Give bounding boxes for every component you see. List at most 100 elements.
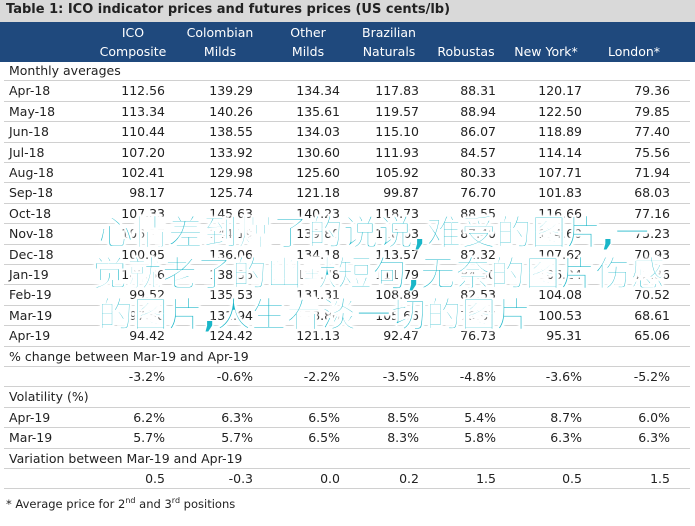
cell-value: 82.53 [460,287,496,303]
column-header: Naturals [362,44,416,59]
section-title: % change between Mar-19 and Apr-19 [9,348,249,364]
cell-value: 79.36 [634,83,670,99]
cell-value: 144.19 [209,226,253,242]
cell-value: 77.16 [634,205,670,221]
cell-value: 88.94 [460,103,496,119]
cell-value: 102.41 [121,165,165,180]
cell-value: 139.29 [209,83,253,99]
cell-value: 121.13 [296,328,340,344]
cell-value: -5.2% [633,369,670,384]
cell-value: 105.92 [375,165,419,180]
separator [4,80,690,82]
cell-value: 79.67 [460,307,496,323]
cell-value: 111.93 [375,144,419,160]
cell-value: 125.60 [296,165,340,180]
section-title: Monthly averages [9,63,121,78]
cell-value: 130.60 [296,144,340,160]
separator [4,366,690,367]
cell-value: 110.44 [121,124,165,140]
cell-value: 99.87 [383,185,419,201]
separator [4,141,690,143]
cell-value: 5.8% [464,430,496,446]
cell-value: 76.73 [460,328,496,344]
cell-value: 1.5 [650,471,670,486]
footnote-part: * Average price for [6,497,119,512]
cell-value: 120.17 [538,83,582,99]
cell-value: 68.61 [634,307,670,323]
cell-value: 6.3% [638,430,670,446]
cell-value: 140.26 [209,103,253,119]
cell-value: 138.36 [209,267,253,282]
separator [4,182,690,184]
cell-value: 6.2% [133,409,165,425]
cell-value: 113.57 [375,246,419,262]
footnote-part: positions [180,497,236,512]
row-label: Apr-18 [9,83,51,99]
cell-value: 70.93 [634,246,670,262]
cell-value: 129.98 [209,165,253,180]
footnote-part: 3 [164,497,172,512]
cell-value: 1.5 [476,471,496,486]
cell-value: 87.40 [460,226,496,242]
cell-value: 0.2 [399,471,419,486]
cell-value: 80.33 [460,165,496,180]
cell-value: 75.56 [634,144,670,160]
cell-value: 125.74 [209,185,253,201]
column-header: Other [290,25,326,40]
column-header: Milds [291,44,325,59]
row-label: Mar-19 [9,307,53,323]
cell-value: 95.31 [546,328,582,344]
separator [4,427,690,429]
cell-value: 113.34 [121,103,165,119]
cell-value: 84.57 [460,144,496,160]
row-label: May-18 [9,103,56,119]
cell-value: -3.5% [382,369,419,384]
cell-value: 97.50 [129,307,165,323]
cell-value: 101.66 [121,267,165,282]
footnote-part: nd [125,496,136,506]
cell-value: 100.95 [121,246,165,262]
separator [4,406,690,408]
separator [4,325,690,327]
cell-value: 111.79 [375,267,419,282]
cell-value: 134.18 [296,246,340,262]
separator [4,264,690,265]
cell-value: 119.57 [375,103,419,119]
cell-value: 135.53 [209,287,253,303]
row-label: Dec-18 [9,246,54,262]
separator [4,284,690,286]
cell-value: 108.89 [375,287,419,303]
cell-value: 0.5 [562,471,582,486]
footnote-part: and [135,497,165,512]
cell-value: 82.32 [460,246,496,262]
header-bar [0,22,695,62]
cell-value: 5.7% [133,430,165,446]
row-label: Apr-19 [9,328,51,344]
cell-value: 104.08 [538,287,582,303]
cell-value: 6.5% [308,409,340,425]
separator [4,162,690,163]
row-label: Oct-18 [9,205,52,221]
cell-value: 114.14 [538,144,582,160]
cell-value: 92.47 [383,328,419,344]
column-header: Composite [99,44,167,59]
row-label: Feb-19 [9,287,52,303]
cell-value: 106.17 [121,226,165,242]
cell-value: 75.23 [634,226,670,242]
row-label: Jul-18 [9,144,45,160]
cell-value: 135.61 [296,103,340,119]
cell-value: 118.89 [538,124,582,140]
cell-value: 116.66 [538,205,582,221]
cell-value: 100.53 [538,307,582,323]
cell-value: 6.5% [308,430,340,446]
cell-value: 68.03 [634,185,670,201]
cell-value: 71.94 [634,165,670,180]
cell-value: 72.86 [634,267,670,282]
cell-value: 118.73 [375,205,419,221]
row-label: Mar-19 [9,430,53,446]
cell-value: 6.0% [638,409,670,425]
cell-value: -3.6% [545,369,582,384]
cell-value: 70.52 [634,287,670,303]
cell-value: 138.55 [209,124,253,140]
section-title: Volatility (%) [9,389,89,405]
